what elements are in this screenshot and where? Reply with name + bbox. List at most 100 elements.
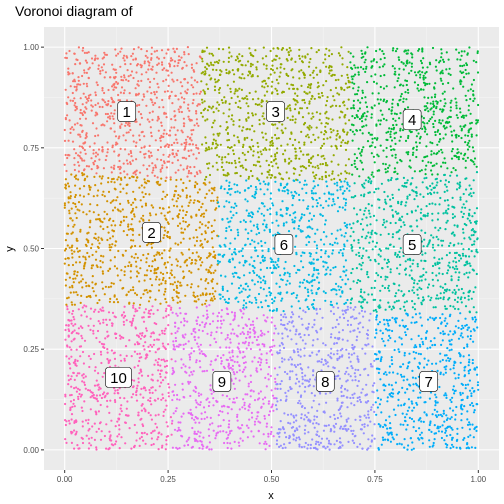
scatter-point xyxy=(467,361,471,364)
scatter-point xyxy=(103,76,106,79)
scatter-point xyxy=(143,407,146,410)
scatter-point xyxy=(309,447,312,450)
scatter-point xyxy=(228,184,231,187)
scatter-point xyxy=(337,78,340,81)
scatter-point xyxy=(207,146,210,149)
scatter-point xyxy=(462,292,465,295)
scatter-point xyxy=(242,304,245,307)
scatter-point xyxy=(400,225,403,228)
scatter-point xyxy=(170,90,173,93)
scatter-point xyxy=(279,214,282,217)
scatter-point xyxy=(298,57,301,60)
scatter-point xyxy=(446,322,449,325)
scatter-point xyxy=(446,219,449,222)
scatter-point xyxy=(89,396,92,399)
scatter-point xyxy=(77,161,80,164)
scatter-point xyxy=(327,439,331,442)
scatter-point xyxy=(384,226,387,229)
scatter-point xyxy=(444,102,447,105)
scatter-point xyxy=(253,356,256,359)
scatter-point xyxy=(132,58,135,61)
scatter-point xyxy=(288,53,291,57)
scatter-point xyxy=(377,187,380,190)
scatter-point xyxy=(147,252,150,256)
scatter-point xyxy=(258,231,261,235)
scatter-point xyxy=(350,402,353,405)
scatter-point xyxy=(114,244,117,247)
scatter-point xyxy=(149,400,152,403)
scatter-point xyxy=(147,374,150,377)
scatter-point xyxy=(208,148,211,151)
scatter-point xyxy=(160,257,164,260)
scatter-point xyxy=(275,443,278,446)
scatter-point xyxy=(93,310,96,313)
scatter-point xyxy=(264,299,267,302)
scatter-point xyxy=(275,282,278,285)
scatter-point xyxy=(118,159,121,163)
scatter-point xyxy=(305,280,308,283)
scatter-point xyxy=(67,328,70,331)
scatter-point xyxy=(244,375,247,378)
scatter-point xyxy=(237,324,240,327)
scatter-point xyxy=(373,104,376,107)
scatter-point xyxy=(336,229,339,232)
scatter-point xyxy=(113,181,116,184)
scatter-point xyxy=(92,329,95,332)
scatter-point xyxy=(470,234,473,237)
scatter-point xyxy=(156,438,159,441)
scatter-point xyxy=(417,334,420,337)
scatter-point xyxy=(190,352,193,355)
scatter-point xyxy=(213,89,217,92)
scatter-point xyxy=(391,236,394,239)
scatter-point xyxy=(236,361,239,364)
scatter-point xyxy=(250,301,253,304)
scatter-point xyxy=(172,288,176,291)
scatter-point xyxy=(277,82,280,85)
scatter-point xyxy=(411,316,414,319)
scatter-point xyxy=(445,254,448,257)
scatter-point xyxy=(172,370,176,374)
scatter-point xyxy=(438,385,441,389)
scatter-point xyxy=(124,148,127,151)
scatter-point xyxy=(155,275,158,278)
scatter-point xyxy=(106,399,109,402)
scatter-point xyxy=(312,262,315,265)
scatter-point xyxy=(197,403,200,406)
scatter-point xyxy=(434,133,437,137)
scatter-point xyxy=(230,55,233,58)
scatter-point xyxy=(228,108,231,111)
scatter-point xyxy=(298,332,301,335)
scatter-point xyxy=(77,250,80,253)
scatter-point xyxy=(198,169,201,172)
scatter-point xyxy=(470,392,473,395)
scatter-point xyxy=(97,246,100,249)
scatter-point xyxy=(436,191,439,194)
scatter-point xyxy=(387,287,390,290)
scatter-point xyxy=(326,185,329,188)
scatter-point xyxy=(411,300,414,303)
scatter-point xyxy=(143,60,146,63)
scatter-point xyxy=(313,278,316,282)
scatter-point xyxy=(298,219,301,222)
scatter-point xyxy=(157,338,160,341)
scatter-point xyxy=(113,130,116,133)
scatter-point xyxy=(377,397,380,400)
scatter-point xyxy=(179,429,182,432)
scatter-point xyxy=(439,179,442,182)
scatter-point xyxy=(212,121,215,124)
scatter-point xyxy=(207,282,210,285)
scatter-point xyxy=(467,109,470,112)
scatter-point xyxy=(83,304,86,307)
scatter-point xyxy=(283,370,287,374)
scatter-point xyxy=(94,237,98,240)
scatter-point xyxy=(440,165,443,168)
scatter-point xyxy=(174,242,177,245)
scatter-point xyxy=(406,212,409,216)
scatter-point xyxy=(150,437,153,440)
scatter-point xyxy=(176,286,179,289)
scatter-point xyxy=(345,348,348,351)
scatter-point xyxy=(381,65,385,68)
scatter-point xyxy=(307,112,310,115)
scatter-point xyxy=(186,81,189,84)
scatter-point xyxy=(373,410,376,413)
